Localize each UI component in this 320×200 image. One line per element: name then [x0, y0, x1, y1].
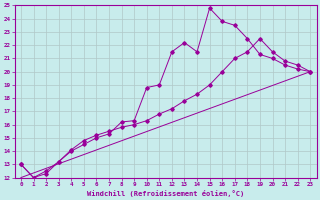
X-axis label: Windchill (Refroidissement éolien,°C): Windchill (Refroidissement éolien,°C) — [87, 190, 244, 197]
